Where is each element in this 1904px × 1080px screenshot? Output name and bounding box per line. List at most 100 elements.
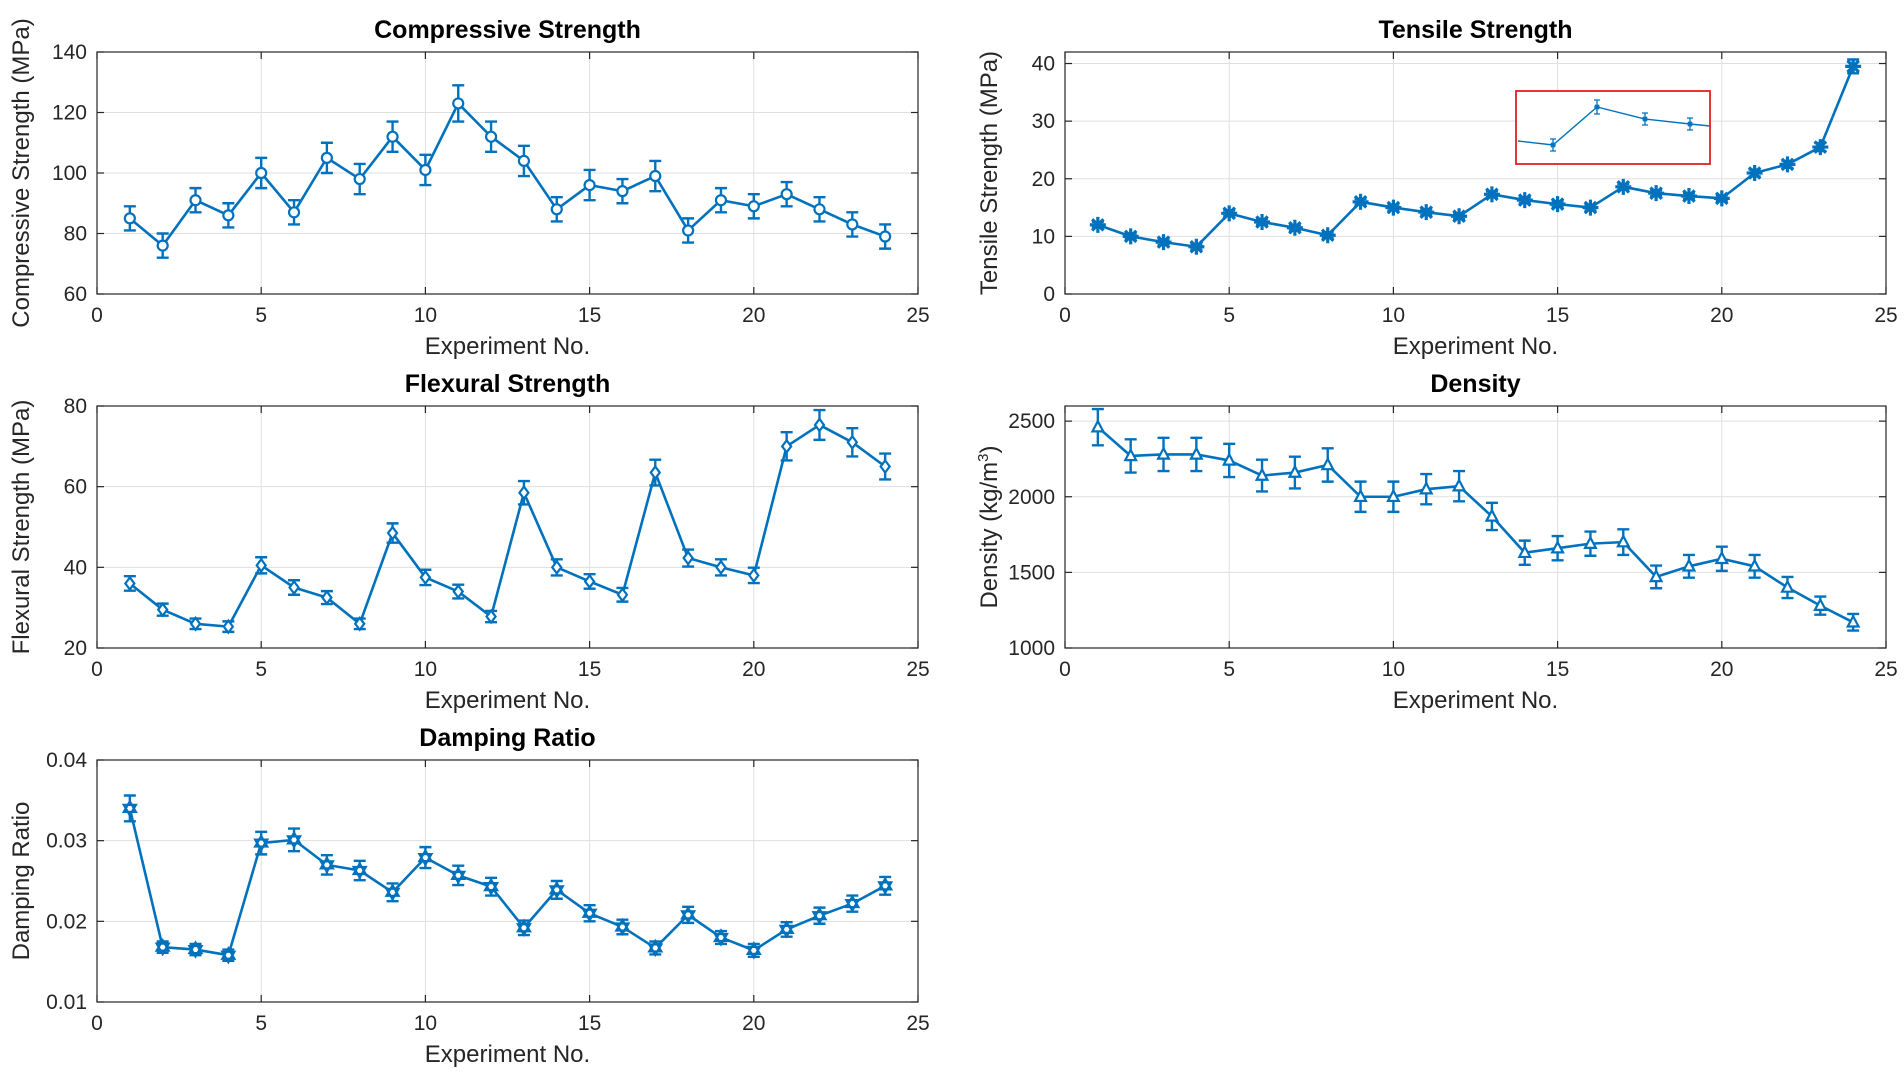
y-tick-label: 20 [64,637,87,660]
y-tick-label: 1500 [1008,561,1055,584]
y-tick-label: 20 [1032,168,1055,191]
data-point [1353,488,1368,503]
data-point [1385,199,1402,216]
data-point [1319,227,1336,244]
data-point [616,185,629,198]
series-compressive [123,84,892,259]
data-point [1583,535,1598,549]
x-tick-label: 20 [742,304,765,327]
y-axis-label: Density (kg/m3) [975,445,1003,608]
x-axis-label: Experiment No. [1393,333,1558,360]
data-point [255,166,268,180]
data-point [1714,550,1730,565]
data-point [121,799,138,818]
inset-point [1642,116,1648,122]
data-point [353,172,366,186]
data-point [581,904,598,923]
x-tick-label: 20 [1710,304,1733,327]
data-point [1779,156,1796,173]
data-point [649,169,662,183]
x-axis-label: Experiment No. [425,333,590,360]
chart-title: Density [1430,370,1520,398]
data-point [222,209,235,222]
series-flexural [123,408,892,635]
axes-box [96,759,919,1003]
data-point [1418,204,1435,221]
data-point [351,861,368,880]
data-point [484,130,498,143]
x-tick-label: 20 [742,1012,765,1035]
data-point [1188,238,1205,255]
chart-title: Flexural Strength [405,370,611,398]
y-tick-label: 80 [64,395,87,418]
data-point [384,883,401,902]
data-point [548,880,565,900]
x-tick-label: 25 [906,658,929,681]
data-point [419,163,432,177]
data-point [450,866,467,885]
data-point [846,218,859,231]
x-tick-label: 5 [1223,658,1235,681]
data-point [616,586,629,603]
data-point [452,97,465,110]
data-point [1780,579,1795,593]
data-point [1746,165,1763,181]
plot-area [1065,52,1886,294]
y-axis-label: Tensile Strength (MPa) [976,51,1003,295]
axes-box [1064,405,1887,649]
data-point [1616,533,1631,548]
data-point [518,484,530,501]
data-point [123,575,136,592]
data-point [1549,196,1566,213]
data-point [714,194,728,207]
data-point [1189,446,1204,460]
y-tick-label: 10 [1032,225,1055,248]
data-point [1352,193,1369,210]
x-tick-label: 20 [1710,658,1733,681]
series-density [1090,407,1861,632]
data-point [1451,477,1467,492]
data-point [286,830,303,850]
y-tick-label: 30 [1032,110,1055,133]
x-tick-label: 0 [91,1012,103,1035]
data-point [320,151,333,164]
data-point [712,928,729,947]
chart-density: 0 5 10 15 20 25 1000 1500 2000 2500 Density Experim… [975,370,1898,714]
data-point [419,569,432,586]
data-point [1254,467,1270,481]
y-tick-label: 1000 [1008,637,1055,660]
y-tick-label: 100 [52,162,87,185]
data-point [1122,228,1139,245]
data-point [811,906,828,925]
x-tick-label: 10 [414,1012,437,1035]
data-point [550,203,563,216]
data-point [1155,234,1172,251]
inset-point [1594,104,1600,110]
inset-line [1517,106,1711,146]
data-point [1648,568,1664,583]
data-point [1813,597,1828,611]
x-axis-label: Experiment No. [425,1041,590,1068]
x-tick-label: 10 [414,658,437,681]
x-tick-label: 5 [1223,304,1235,327]
data-point [614,917,631,937]
x-tick-label: 20 [742,658,765,681]
data-point [288,579,300,596]
data-point [1286,219,1303,236]
chart-title: Compressive Strength [374,16,641,44]
data-point [879,458,892,475]
data-point [318,855,335,875]
chart-tensile: 0 5 10 15 20 25 0 10 20 30 40 Tensile Strength Exper… [976,16,1898,360]
data-point [1451,208,1468,225]
y-tick-label: 60 [64,283,87,306]
y-tick-label: 140 [52,41,87,64]
data-point [1090,418,1106,433]
data-point [287,206,301,219]
data-point [154,937,171,957]
data-point [1747,557,1762,572]
data-point [452,583,465,600]
y-tick-label: 2000 [1008,486,1055,509]
y-tick-label: 0 [1043,283,1055,306]
inset-magnified-view [1515,90,1711,165]
y-axis-label: Damping Ratio [8,802,35,961]
